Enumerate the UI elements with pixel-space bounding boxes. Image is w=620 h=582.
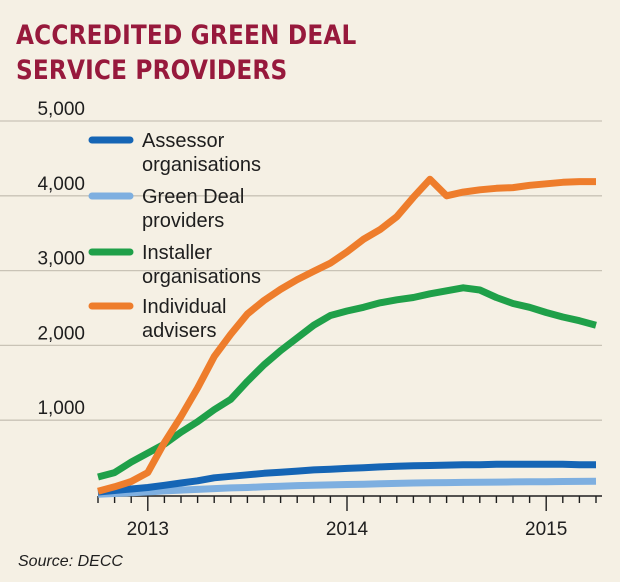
y-tick-label: 3,000 bbox=[37, 249, 85, 270]
legend-label: Assessor bbox=[142, 130, 225, 152]
y-tick-label: 1,000 bbox=[37, 398, 85, 419]
y-tick-labels: 1,000 2,000 3,000 4,000 5,000 bbox=[37, 99, 85, 419]
chart-title: Accredited Green Deal service providers bbox=[16, 20, 357, 86]
x-tick-label: 2014 bbox=[326, 519, 369, 540]
legend-label: Installer bbox=[142, 242, 212, 264]
series-line-green-deal-providers bbox=[97, 477, 597, 498]
series-line-individual-advisers bbox=[97, 175, 596, 495]
legend-label: organisations bbox=[142, 154, 261, 176]
series-lines bbox=[97, 175, 597, 498]
legend-label: Green Deal bbox=[142, 186, 244, 208]
x-tick-labels: 2013 2014 2015 bbox=[127, 519, 568, 540]
y-tick-label: 4,000 bbox=[37, 174, 85, 195]
x-tick-label: 2013 bbox=[127, 519, 169, 540]
legend-label: organisations bbox=[142, 266, 261, 288]
y-tick-label: 5,000 bbox=[37, 99, 85, 120]
legend-label: advisers bbox=[142, 320, 216, 342]
x-tick-marks bbox=[97, 496, 597, 511]
y-gridlines bbox=[0, 120, 602, 421]
series-line-installer-organisations bbox=[97, 284, 597, 481]
x-tick-label: 2015 bbox=[525, 519, 567, 540]
series-line-assessor-organisations bbox=[97, 460, 596, 496]
y-tick-label: 2,000 bbox=[37, 323, 85, 344]
legend-label: Individual bbox=[142, 296, 227, 318]
source-note: Source: DECC bbox=[18, 553, 123, 570]
legend-label: providers bbox=[142, 210, 224, 232]
